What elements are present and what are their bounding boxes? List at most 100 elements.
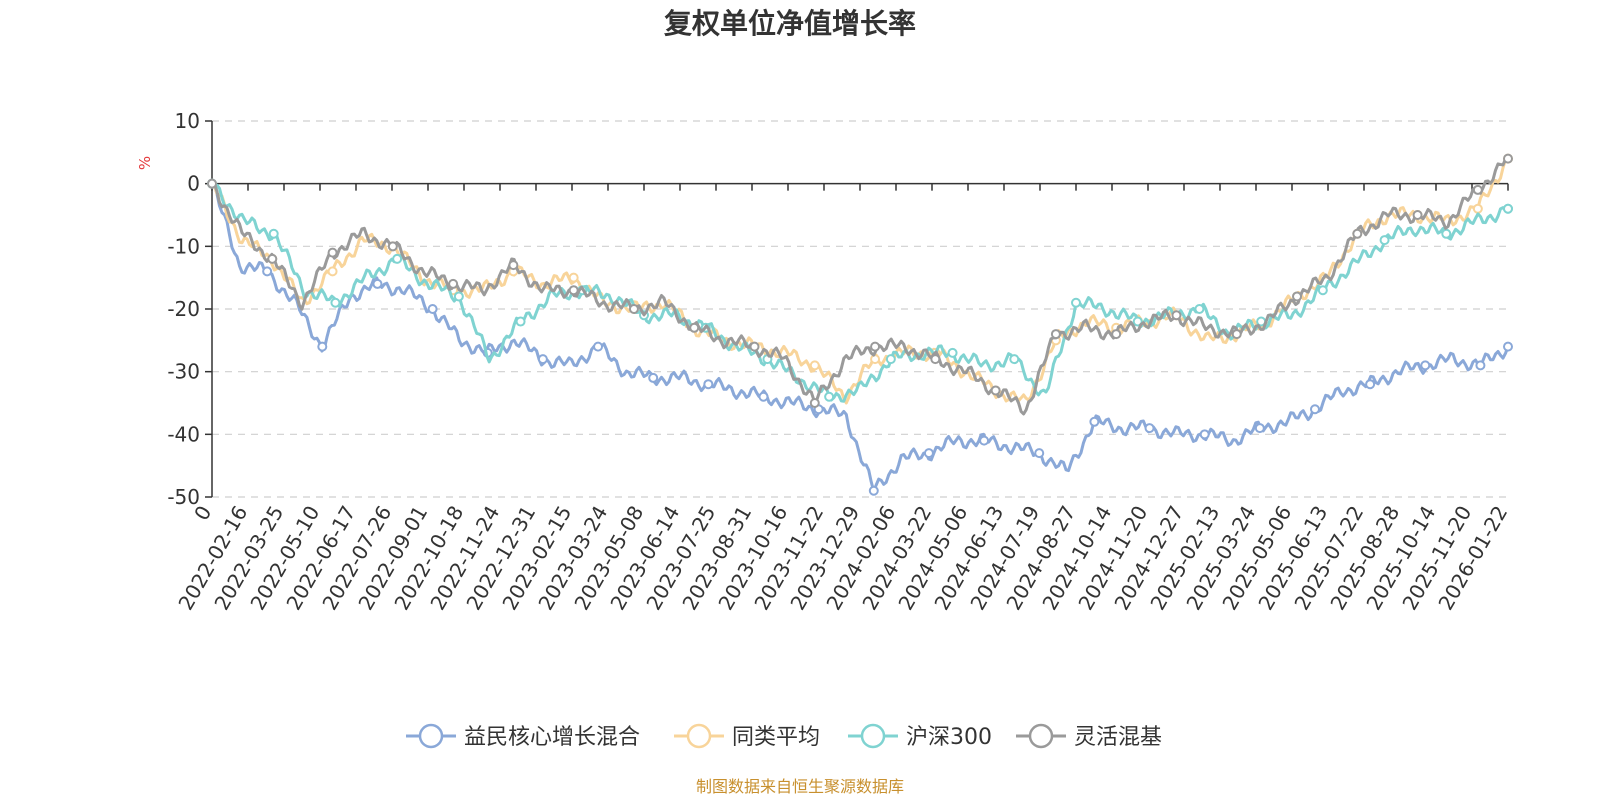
series-marker: [749, 341, 760, 352]
legend-marker: [418, 723, 444, 749]
series-marker: [1111, 329, 1122, 340]
legend-label: 同类平均: [732, 725, 820, 750]
series-marker: [809, 398, 820, 408]
series-marker: [1089, 416, 1100, 427]
legend: 益民核心增长混合 同类平均 沪深300 灵活混基: [406, 723, 1162, 750]
series-line: [210, 182, 1510, 403]
series-marker: [1441, 228, 1452, 239]
series-marker: [1379, 235, 1390, 246]
series-marker: [330, 297, 341, 308]
y-tick-label: -20: [167, 297, 200, 321]
series-marker: [448, 278, 459, 289]
series-marker: [262, 266, 273, 277]
series-marker: [427, 304, 438, 314]
series-marker: [1317, 285, 1328, 296]
series-marker: [1503, 203, 1513, 214]
series-marker: [947, 347, 958, 358]
series-marker: [1503, 341, 1513, 352]
series-marker: [990, 385, 1001, 396]
series-marker: [1194, 304, 1205, 314]
series-1: [207, 178, 1513, 496]
series-marker: [648, 372, 659, 383]
series-marker: [868, 485, 879, 496]
y-axis-unit: %: [136, 156, 154, 170]
x-tick-label: 0: [189, 502, 216, 525]
gridlines: [212, 120, 1508, 498]
series-marker: [1231, 329, 1242, 340]
series-marker: [870, 341, 881, 352]
data-source-note: 制图数据来自恒生聚源数据库: [696, 777, 904, 796]
legend-label: 益民核心增长混合: [464, 725, 640, 750]
series-marker: [689, 322, 700, 333]
y-tick-label: 10: [175, 109, 200, 133]
series-marker: [628, 304, 639, 314]
series-marker: [1034, 448, 1045, 459]
legend-item-2: 同类平均: [674, 723, 820, 750]
y-tick-label: -50: [167, 485, 200, 509]
series-marker: [870, 354, 881, 365]
legend-item-1: 益民核心增长混合: [406, 723, 640, 750]
series-marker: [327, 266, 338, 277]
y-tick-label: -40: [167, 422, 200, 446]
series-marker: [267, 253, 278, 264]
y-tick-label: -10: [167, 234, 200, 258]
y-tick-label: -30: [167, 360, 200, 384]
series-marker: [885, 354, 896, 365]
series-marker: [207, 178, 217, 189]
series-marker: [508, 260, 519, 271]
series-marker: [979, 435, 990, 446]
series-marker: [1292, 291, 1303, 302]
legend-marker: [1028, 723, 1054, 749]
series-marker: [268, 228, 279, 239]
axes: 100-10-20-30-40-5002022-02-162022-03-252…: [167, 109, 1512, 614]
y-tick-label: 0: [187, 172, 200, 196]
chart-title: 复权单位净值增长率: [664, 7, 916, 40]
series-line: [210, 182, 1510, 493]
series-marker: [568, 272, 579, 283]
series-marker: [1352, 228, 1363, 239]
series-marker: [1365, 379, 1376, 390]
legend-marker: [686, 723, 712, 749]
series-line: [210, 157, 1510, 416]
series-marker: [1309, 404, 1320, 415]
legend-label: 沪深300: [906, 725, 992, 750]
series-marker: [372, 278, 383, 289]
series-marker: [923, 448, 934, 459]
series-marker: [758, 391, 769, 402]
series-marker: [515, 316, 526, 327]
series-marker: [1503, 153, 1513, 164]
series-marker: [593, 341, 604, 352]
series-marker: [387, 241, 398, 252]
series-marker: [703, 379, 714, 390]
series-marker: [809, 360, 820, 371]
series-marker: [1132, 316, 1143, 327]
legend-item-4: 灵活混基: [1016, 723, 1162, 750]
legend-item-3: 沪深300: [848, 723, 992, 750]
series-marker: [568, 285, 579, 296]
series-marker: [1144, 423, 1155, 434]
series-marker: [1009, 354, 1020, 365]
series-marker: [1171, 310, 1182, 321]
series-marker: [453, 291, 464, 302]
series-marker: [1199, 429, 1210, 440]
series-4: [207, 153, 1513, 416]
plot-area: [207, 153, 1513, 496]
series-marker: [392, 253, 403, 264]
series-marker: [1071, 297, 1081, 308]
series-marker: [930, 354, 941, 365]
series-marker: [1050, 329, 1061, 340]
series-marker: [1472, 203, 1483, 214]
series-marker: [1412, 210, 1423, 220]
series-marker: [1254, 423, 1265, 434]
series-marker: [1420, 360, 1431, 371]
series-marker: [327, 247, 338, 258]
series-marker: [1475, 360, 1486, 371]
series-marker: [1472, 184, 1483, 195]
legend-label: 灵活混基: [1074, 725, 1162, 750]
series-3: [207, 178, 1513, 403]
series-marker: [317, 341, 328, 352]
legend-marker: [860, 723, 886, 749]
series-marker: [537, 354, 548, 365]
series-marker: [824, 391, 835, 402]
